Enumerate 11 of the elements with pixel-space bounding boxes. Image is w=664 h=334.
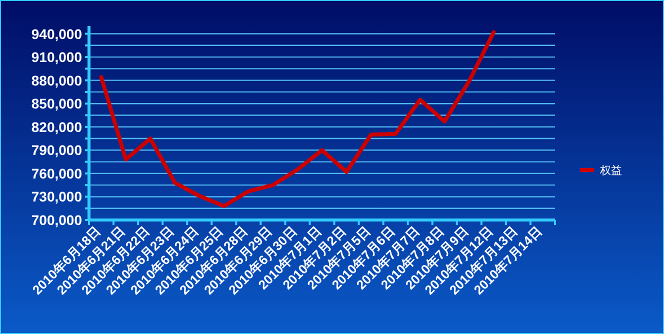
y-tick-label: 760,000: [31, 165, 82, 182]
y-tick-label: 850,000: [31, 96, 82, 112]
y-tick-label: 790,000: [31, 142, 82, 158]
legend-label: 权益: [599, 165, 622, 177]
line-series: [99, 30, 496, 208]
y-tick-label: 700,000: [31, 212, 82, 228]
y-tick-label: 880,000: [31, 72, 82, 88]
y-tick-label: 940,000: [31, 26, 82, 42]
y-tick-label: 820,000: [31, 118, 82, 135]
y-tick-label: 910,000: [31, 49, 82, 66]
y-tick-label: 730,000: [31, 188, 82, 205]
